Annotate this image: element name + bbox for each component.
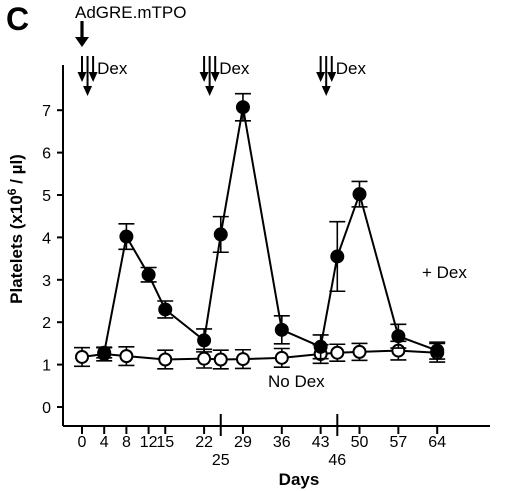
data-point: [75, 349, 89, 364]
x-tick-label: 64: [428, 434, 446, 451]
data-point: [141, 267, 156, 282]
y-tick-label: 2: [42, 315, 51, 332]
vector-arrow-head: [75, 37, 89, 47]
data-point: [119, 349, 134, 364]
y-tick-label: 1: [42, 358, 51, 375]
dex-arrow-head: [321, 86, 331, 96]
dex-arrow-head: [88, 72, 98, 82]
dex-arrow-head: [83, 86, 93, 96]
data-point: [197, 351, 212, 366]
dex-label: Dex: [219, 59, 250, 78]
series-label-no-dex: No Dex: [268, 372, 325, 391]
data-point: [330, 249, 345, 264]
y-axis-label-exponent: 6: [5, 188, 19, 195]
dex-label: Dex: [336, 59, 367, 78]
data-point: [352, 187, 367, 202]
data-point: [330, 345, 345, 360]
data-point: [213, 227, 228, 242]
dex-arrow-head: [327, 72, 337, 82]
data-point: [213, 352, 228, 367]
x-tick-label: 57: [389, 434, 407, 451]
y-tick-label: 7: [42, 103, 51, 120]
y-tick-label: 0: [42, 400, 51, 417]
dex-arrow-head: [316, 72, 326, 82]
x-axis-label: Days: [279, 470, 320, 489]
x-tick-label: 15: [156, 434, 174, 451]
vector-label: AdGRE.mTPO: [75, 3, 186, 22]
y-axis-label-suffix: / µl): [7, 154, 26, 188]
series-label-plus-dex: + Dex: [422, 263, 467, 282]
data-point: [274, 322, 289, 337]
dex-arrow-head: [199, 72, 209, 82]
y-axis-label-prefix: Platelets (x10: [7, 195, 26, 304]
x-tick-label: 36: [273, 434, 291, 451]
series-plus-dex: [96, 92, 446, 360]
x-tick-label: 22: [195, 434, 213, 451]
data-point: [274, 350, 289, 365]
x-tick-label: 43: [312, 434, 330, 451]
data-point: [235, 100, 250, 115]
dex-label: Dex: [97, 59, 128, 78]
x-tick-label: 0: [78, 434, 87, 451]
series-line: [103, 107, 438, 353]
data-point: [430, 343, 445, 358]
panel-label: C: [6, 1, 29, 37]
dex-arrow-head: [210, 72, 220, 82]
dex-arrow-head: [205, 86, 215, 96]
y-tick-label: 5: [42, 188, 51, 205]
series-no-dex: [74, 340, 446, 370]
y-tick-label: 6: [42, 146, 51, 163]
y-axis-label: Platelets (x106 / µl): [5, 154, 26, 304]
x-tick-label: 25: [212, 452, 230, 469]
data-point: [119, 229, 134, 244]
data-point: [197, 333, 212, 348]
data-point: [391, 329, 406, 344]
data-point: [352, 344, 367, 359]
x-tick-label: 12: [140, 434, 158, 451]
data-point: [158, 352, 173, 367]
x-tick-label: 4: [100, 434, 109, 451]
data-point: [313, 339, 328, 354]
data-point: [97, 345, 112, 360]
x-tick-label: 29: [234, 434, 252, 451]
x-tick-label: 50: [351, 434, 369, 451]
x-tick-label: 46: [328, 452, 346, 469]
dose-arrows: AdGRE.mTPO Dex Dex Dex: [75, 3, 366, 96]
series-line: [81, 349, 438, 361]
data-point: [235, 352, 250, 367]
y-tick-label: 3: [42, 273, 51, 290]
dex-arrow-head: [77, 72, 87, 82]
data-point: [158, 302, 173, 317]
x-tick-label: 8: [122, 434, 131, 451]
y-tick-label: 4: [42, 230, 51, 247]
